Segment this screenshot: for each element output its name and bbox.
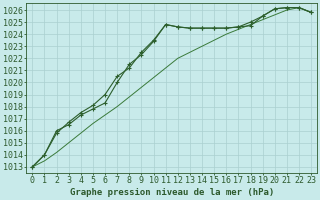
X-axis label: Graphe pression niveau de la mer (hPa): Graphe pression niveau de la mer (hPa)	[70, 188, 274, 197]
